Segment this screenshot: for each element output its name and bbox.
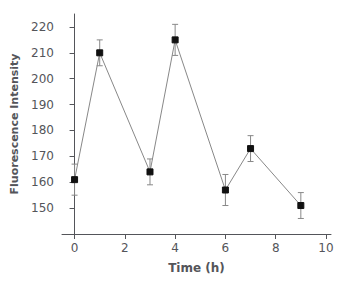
svg-text:210: 210 (31, 46, 54, 60)
svg-text:190: 190 (31, 98, 54, 112)
svg-text:160: 160 (31, 175, 54, 189)
svg-text:10: 10 (318, 241, 333, 255)
svg-text:Time (h): Time (h) (168, 261, 225, 275)
svg-text:6: 6 (222, 241, 230, 255)
svg-text:170: 170 (31, 149, 54, 163)
svg-text:150: 150 (31, 201, 54, 215)
svg-text:8: 8 (272, 241, 280, 255)
svg-text:Fluorescence Intensity: Fluorescence Intensity (8, 54, 21, 195)
svg-text:180: 180 (31, 123, 54, 137)
svg-text:0: 0 (71, 241, 79, 255)
svg-text:220: 220 (31, 20, 54, 34)
svg-text:4: 4 (171, 241, 179, 255)
svg-text:2: 2 (121, 241, 129, 255)
svg-text:200: 200 (31, 72, 54, 86)
